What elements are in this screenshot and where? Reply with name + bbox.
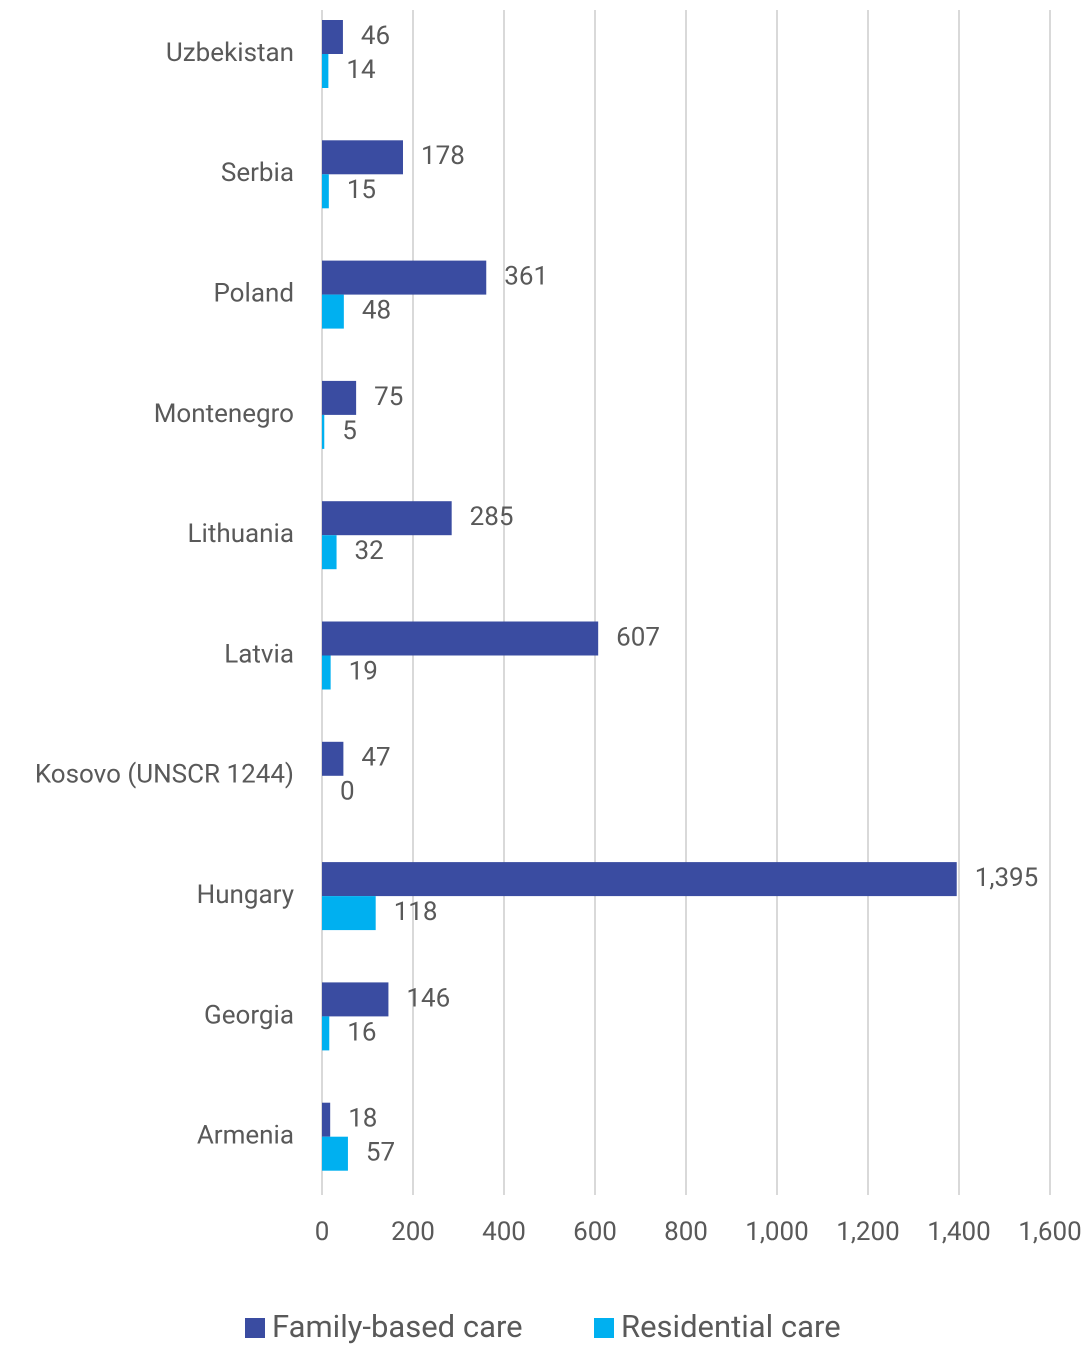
bar (322, 380, 357, 415)
data-label: 18 (348, 1104, 377, 1134)
x-tick-label: 1,600 (1018, 1217, 1082, 1247)
x-tick-label: 200 (391, 1217, 435, 1247)
x-tick-label: 1,400 (927, 1217, 991, 1247)
x-tick-label: 600 (573, 1217, 617, 1247)
data-label: 1,395 (975, 863, 1039, 893)
legend-swatch (594, 1318, 614, 1338)
x-tick-label: 0 (315, 1217, 330, 1247)
data-label: 607 (616, 622, 660, 652)
bar (322, 174, 329, 209)
category-label: Lithuania (188, 519, 294, 549)
category-label: Poland (213, 278, 294, 308)
bar (322, 1016, 330, 1051)
data-label: 15 (347, 175, 376, 205)
bar (322, 140, 403, 175)
data-label: 285 (470, 502, 514, 532)
bar (322, 1102, 331, 1137)
category-label: Kosovo (UNSCR 1244) (35, 760, 294, 790)
bar (322, 621, 599, 656)
data-label: 48 (362, 295, 391, 325)
category-label: Serbia (221, 158, 294, 188)
data-label: 75 (374, 382, 403, 412)
bar (322, 260, 487, 295)
category-label: Uzbekistan (166, 38, 294, 68)
x-tick-label: 1,200 (836, 1217, 900, 1247)
category-label: Montenegro (154, 399, 294, 429)
bar (322, 535, 337, 570)
bar (322, 982, 389, 1017)
legend-swatch (245, 1318, 265, 1338)
data-label: 16 (347, 1017, 376, 1047)
bar (322, 741, 344, 776)
x-tick-label: 400 (482, 1217, 526, 1247)
bar (322, 1136, 348, 1171)
data-label: 14 (346, 55, 376, 85)
bar (322, 20, 343, 54)
category-label: Georgia (204, 1000, 294, 1030)
category-label: Latvia (224, 639, 294, 669)
legend-label: Residential care (621, 1308, 841, 1345)
category-label: Armenia (197, 1121, 294, 1151)
data-label: 0 (340, 777, 355, 807)
category-label: Hungary (197, 880, 294, 910)
data-label: 361 (504, 261, 548, 291)
data-label: 47 (361, 743, 390, 773)
data-label: 146 (406, 983, 450, 1013)
bar (322, 294, 344, 329)
data-label: 57 (366, 1138, 395, 1168)
bar (322, 655, 331, 690)
legend-label: Family-based care (272, 1308, 523, 1345)
data-label: 32 (355, 536, 384, 566)
x-tick-label: 800 (664, 1217, 708, 1247)
data-label: 118 (394, 897, 438, 927)
bar (322, 414, 325, 449)
data-label: 178 (421, 141, 465, 171)
bar (322, 501, 452, 536)
data-label: 19 (349, 656, 378, 686)
data-label: 46 (361, 21, 390, 51)
bar (322, 896, 376, 931)
bar (322, 54, 329, 88)
bar (322, 862, 957, 897)
x-tick-label: 1,000 (745, 1217, 809, 1247)
data-label: 5 (342, 416, 357, 446)
